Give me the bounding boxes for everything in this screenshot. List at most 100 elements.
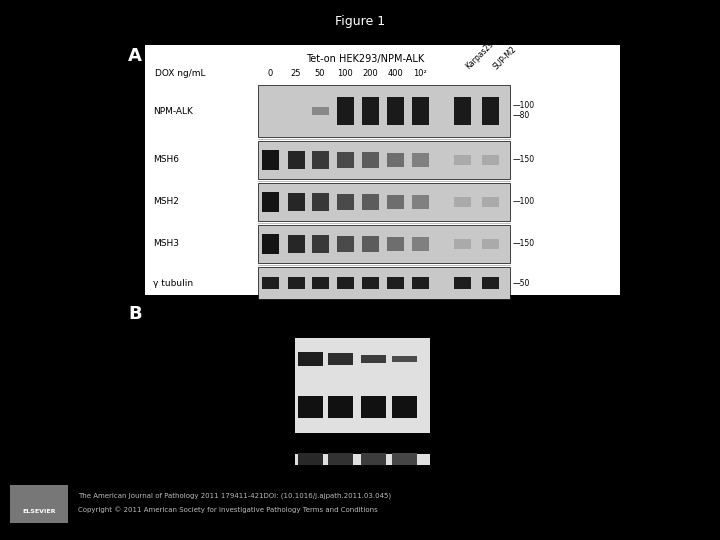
Text: MSH6:MSH2: MSH6:MSH2 <box>244 438 290 448</box>
Text: 0.6: 0.6 <box>398 438 410 448</box>
Bar <box>387 153 403 167</box>
Text: γ tubulin: γ tubulin <box>153 279 193 287</box>
Bar <box>287 277 305 289</box>
Text: —100: —100 <box>434 455 456 463</box>
Text: 25: 25 <box>291 69 301 78</box>
Bar <box>412 277 428 289</box>
Text: 50: 50 <box>315 69 325 78</box>
Text: —80: —80 <box>513 111 530 120</box>
Bar <box>297 453 323 465</box>
Bar <box>336 194 354 211</box>
Text: Tet-on HEK293/NPM-ALK: Tet-on HEK293/NPM-ALK <box>306 54 424 64</box>
Bar <box>145 45 620 295</box>
Bar <box>454 197 470 207</box>
Bar <box>258 141 510 179</box>
Bar <box>387 277 403 289</box>
Text: 0: 0 <box>307 325 312 334</box>
Bar <box>387 194 403 210</box>
Text: 400: 400 <box>387 69 403 78</box>
Text: —100: —100 <box>434 408 456 416</box>
Text: DOX ng/mL: DOX ng/mL <box>155 69 205 78</box>
Bar <box>258 183 510 221</box>
Bar <box>361 277 379 289</box>
Bar <box>412 237 428 251</box>
Text: IB: MSH6: IB: MSH6 <box>157 354 195 363</box>
Bar <box>361 355 385 363</box>
Text: 100: 100 <box>337 69 353 78</box>
Bar <box>412 195 428 209</box>
Text: —150: —150 <box>513 240 535 248</box>
Bar <box>312 107 328 115</box>
Bar <box>312 193 328 211</box>
Bar <box>454 239 470 249</box>
Text: NPM-ALK: NPM-ALK <box>153 106 193 116</box>
Text: IB: MSH3: IB: MSH3 <box>157 455 195 463</box>
Bar <box>258 267 510 299</box>
Text: —150: —150 <box>434 369 456 379</box>
Bar <box>454 98 470 125</box>
Bar <box>361 453 385 465</box>
Bar <box>287 151 305 170</box>
Bar <box>361 194 379 210</box>
Bar <box>336 98 354 125</box>
Bar <box>287 234 305 253</box>
Bar <box>361 98 379 125</box>
Text: anti-MSH2 co-IPP: anti-MSH2 co-IPP <box>318 310 402 320</box>
Bar <box>336 235 354 252</box>
Bar <box>261 192 279 212</box>
Bar <box>10 485 68 523</box>
Bar <box>294 453 430 465</box>
Bar <box>294 337 430 433</box>
Bar <box>258 85 510 137</box>
Text: 10²: 10² <box>413 69 427 78</box>
Text: 0.8: 0.8 <box>367 438 379 448</box>
Text: B: B <box>128 305 142 323</box>
Bar <box>387 98 403 125</box>
Text: MSH3: MSH3 <box>153 240 179 248</box>
Bar <box>297 352 323 366</box>
Text: —150: —150 <box>513 156 535 165</box>
Text: Copyright © 2011 American Society for Investigative Pathology Terms and Conditio: Copyright © 2011 American Society for In… <box>78 507 378 514</box>
Bar <box>392 396 416 418</box>
Bar <box>412 153 428 167</box>
Text: 50: 50 <box>335 325 346 334</box>
Text: —50: —50 <box>513 279 531 287</box>
Text: 0: 0 <box>267 69 273 78</box>
Bar <box>392 453 416 465</box>
Text: 200: 200 <box>396 325 412 334</box>
Bar <box>328 453 353 465</box>
Bar <box>361 152 379 168</box>
Bar <box>387 237 403 252</box>
Text: ELSEVIER: ELSEVIER <box>22 509 55 514</box>
Bar <box>361 396 385 418</box>
Bar <box>336 152 354 168</box>
Bar <box>297 396 323 418</box>
Bar <box>482 98 498 125</box>
Bar <box>261 277 279 289</box>
Bar <box>454 277 470 289</box>
Bar <box>312 151 328 169</box>
Bar <box>454 155 470 165</box>
Text: MSH2: MSH2 <box>153 198 179 206</box>
Bar <box>482 155 498 165</box>
Text: —100: —100 <box>513 102 535 111</box>
Bar <box>258 225 510 263</box>
Text: Figure 1: Figure 1 <box>335 15 385 28</box>
Bar <box>392 356 416 362</box>
Text: IB: MSH2: IB: MSH2 <box>157 402 195 411</box>
Text: 100: 100 <box>365 325 381 334</box>
Text: control: control <box>435 301 460 326</box>
Text: The American Journal of Pathology 2011 179411-421DOI: (10.1016/j.ajpath.2011.03.: The American Journal of Pathology 2011 1… <box>78 492 391 500</box>
Bar <box>482 197 498 207</box>
Text: 1.0: 1.0 <box>304 438 316 448</box>
Bar <box>336 277 354 289</box>
Text: SUP-M2: SUP-M2 <box>492 44 519 71</box>
Bar <box>482 239 498 249</box>
Bar <box>261 234 279 254</box>
Text: 200: 200 <box>362 69 378 78</box>
Text: 1.0: 1.0 <box>334 438 346 448</box>
Bar <box>482 277 498 289</box>
Bar <box>328 396 353 418</box>
Bar <box>361 236 379 252</box>
Text: DOX ng/mL: DOX ng/mL <box>155 325 202 334</box>
